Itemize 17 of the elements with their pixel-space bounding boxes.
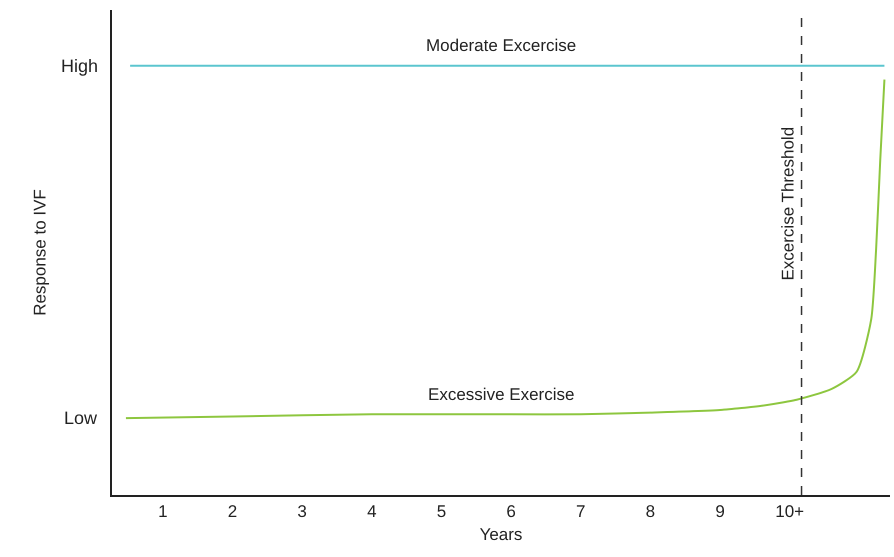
x-axis-title: Years [480,525,522,544]
y-axis-title: Response to IVF [30,189,50,316]
x-tick-label: 3 [297,502,307,522]
x-tick-label: 10+ [775,502,804,522]
x-tick-label: 2 [228,502,238,522]
x-tick-label: 9 [715,502,725,522]
x-tick-label: 4 [367,502,377,522]
x-tick-label: 8 [646,502,656,522]
text: High [61,56,98,76]
x-tick-label: 1 [158,502,168,522]
series-label: Excessive Exercise [428,385,574,404]
text: Low [64,408,98,428]
x-tick-label: 5 [436,502,446,522]
ref-line-label: Excercise Threshold [778,126,798,281]
series-label: Moderate Excercise [426,36,576,55]
x-tick-label: 7 [576,502,586,522]
x-tick-label: 6 [506,502,516,522]
